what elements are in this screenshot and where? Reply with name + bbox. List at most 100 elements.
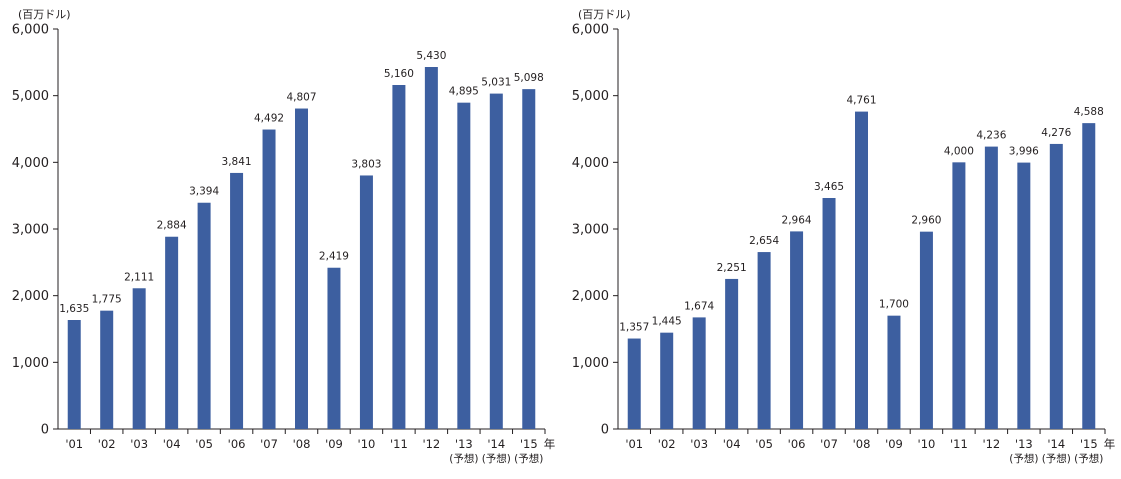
right-x-tick-label: '01 [625,437,643,451]
left-y-tick-label: 6,000 [12,23,49,38]
left-x-tick-label: '10 [358,437,376,451]
left-bar [522,89,536,429]
right-forecast-note: (予想) [1009,452,1038,465]
right-y-tick-label: 5,000 [572,89,609,104]
right-bar [952,162,966,430]
right-value-label: 2,960 [911,215,941,227]
right-y-tick-label: 2,000 [572,289,609,304]
left-x-tick-label: '12 [422,437,440,451]
right-y-tick-label: 3,000 [572,223,609,238]
left-value-label: 3,841 [222,156,252,168]
left-bar [67,320,81,429]
right-bar [887,315,901,429]
left-x-tick-label: '15 [520,437,538,451]
right-x-tick-label: '12 [982,437,1000,451]
left-x-tick-label: '03 [130,437,148,451]
left-value-label: 4,807 [286,92,316,104]
left-bar [165,236,179,429]
right-y-tick-label: 4,000 [572,156,609,171]
right-value-label: 1,445 [652,316,682,328]
right-bar [660,332,674,429]
left-forecast-note: (予想) [449,452,478,465]
chart-right: (百万ドル) 0 1,000 2,000 3,000 4,000 5,000 6,000 1,3… [560,0,1120,475]
right-x-tick-label: '04 [723,437,741,451]
left-bar [424,67,438,429]
right-x-tick-label: '03 [690,437,708,451]
right-value-label: 2,654 [749,235,779,247]
left-bar [100,310,114,429]
left-bar [230,172,244,429]
right-x-tick-label: '10 [918,437,936,451]
right-x-tick-label: '11 [950,437,968,451]
left-x-tick-label: '02 [98,437,116,451]
left-y-tick-label: 3,000 [12,223,49,238]
left-y-tick-label: 1,000 [12,356,49,371]
left-value-label: 4,492 [254,113,284,125]
left-value-label: 1,775 [92,294,122,306]
left-value-label: 2,419 [319,251,349,263]
right-bar [757,252,771,429]
left-value-label: 5,031 [481,77,511,89]
left-forecast-note: (予想) [514,452,543,465]
right-unit-label: (百万ドル) [578,8,631,21]
right-y-tick-label: 6,000 [572,23,609,38]
right-value-label: 1,357 [619,322,649,334]
left-forecast-note: (予想) [482,452,511,465]
left-y-tick-label: 2,000 [12,289,49,304]
left-bar [197,202,211,429]
right-bar [984,146,998,429]
left-x-tick-label: '01 [65,437,83,451]
left-bar [132,288,146,429]
right-x-tick-label: '08 [853,437,871,451]
right-bar [725,278,739,429]
right-bar [627,338,641,429]
right-bar [1017,162,1031,429]
left-y-tick-label: 4,000 [12,156,49,171]
chart-left-svg: (百万ドル) 0 1,000 2,000 3,000 4,000 5,000 6,000 1,6… [12,8,556,465]
right-value-label: 1,674 [684,300,714,312]
left-value-label: 2,884 [157,220,187,232]
left-y-tick-label: 5,000 [12,89,49,104]
left-bar [359,175,373,429]
right-value-label: 4,761 [846,95,876,107]
left-bar [392,85,406,429]
left-value-label: 5,430 [416,50,446,62]
right-value-label: 3,465 [814,181,844,193]
left-x-tick-label: '04 [163,437,181,451]
left-x-tick-label: '13 [455,437,473,451]
right-value-label: 4,000 [944,145,974,157]
right-value-label: 4,276 [1041,127,1071,139]
left-bar [457,102,471,430]
right-x-tick-label: '15 [1080,437,1098,451]
right-value-label: 4,236 [976,130,1006,142]
right-bar [692,317,706,429]
right-bar [1082,123,1096,429]
left-x-tick-label: '11 [390,437,408,451]
right-x-tick-label: '02 [658,437,676,451]
left-x-tick-label: '05 [195,437,213,451]
left-y-tick-label: 0 [41,423,49,438]
right-bar [919,231,933,429]
chart-right-svg: (百万ドル) 0 1,000 2,000 3,000 4,000 5,000 6,000 1,3… [572,8,1115,465]
left-value-label: 3,394 [189,186,219,198]
right-value-label: 1,700 [879,299,909,311]
left-x-unit: 年 [544,437,556,451]
right-value-label: 2,251 [717,262,747,274]
left-value-label: 2,111 [124,271,154,283]
right-value-label: 4,588 [1074,106,1104,118]
right-x-tick-label: '06 [788,437,806,451]
left-bar [262,129,276,430]
left-value-label: 5,098 [514,72,544,84]
right-value-label: 2,964 [782,214,812,226]
right-x-tick-label: '09 [885,437,903,451]
right-bar [1049,143,1063,429]
right-value-label: 3,996 [1009,146,1039,158]
right-y-tick-label: 0 [601,423,609,438]
left-x-tick-label: '14 [487,437,505,451]
right-x-tick-label: '14 [1047,437,1065,451]
chart-left: (百万ドル) 0 1,000 2,000 3,000 4,000 5,000 6,000 1,6… [0,0,560,475]
left-bar [327,267,341,429]
left-x-tick-label: '09 [325,437,343,451]
left-x-tick-label: '08 [293,437,311,451]
right-x-tick-label: '13 [1015,437,1033,451]
